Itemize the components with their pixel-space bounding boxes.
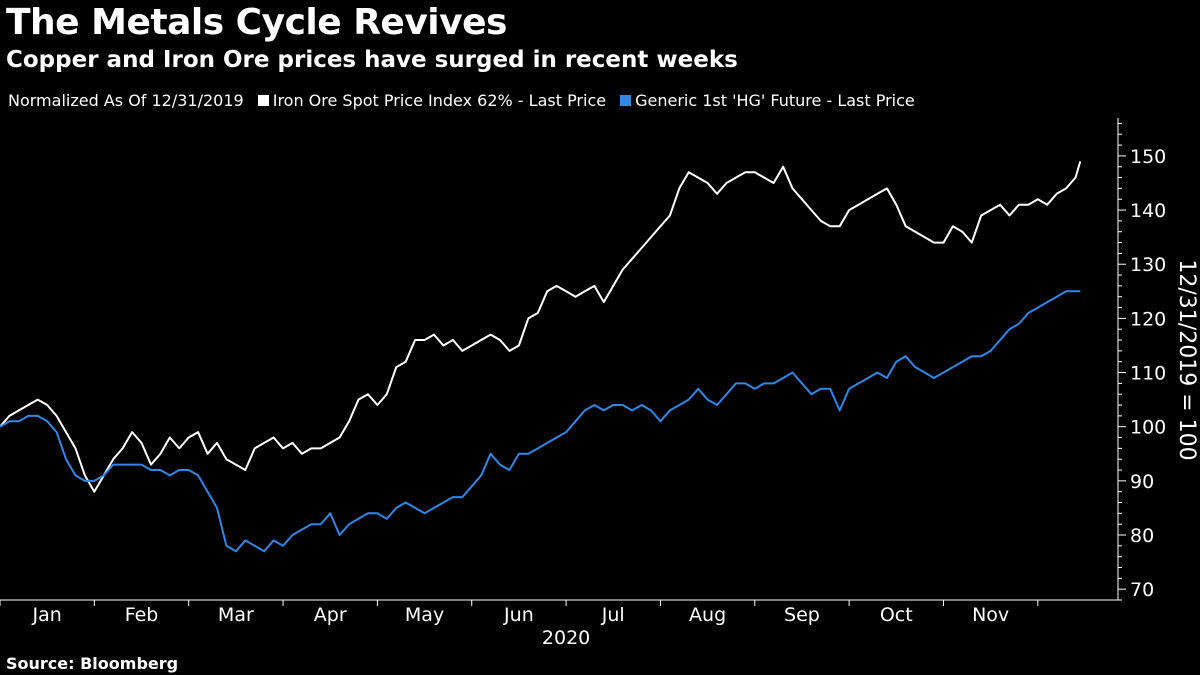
series-line-copper	[0, 290, 1081, 553]
x-year-label: 2020	[542, 627, 590, 649]
legend-swatch-copper	[620, 95, 632, 106]
x-tick-label: Jan	[32, 604, 62, 626]
x-tick-label: Nov	[972, 604, 1009, 626]
y-tick-label: 140	[1130, 200, 1166, 222]
series-line-iron-ore	[0, 161, 1082, 493]
legend-label-iron-ore: Iron Ore Spot Price Index 62% - Last Pri…	[272, 91, 607, 110]
x-tick-label: Jun	[503, 604, 534, 626]
source-note: Source: Bloomberg	[6, 654, 179, 673]
x-tick-label: May	[405, 604, 444, 626]
y-tick-label: 130	[1130, 254, 1166, 276]
x-tick-label: Apr	[314, 604, 347, 626]
x-tick-label: Feb	[125, 604, 159, 626]
x-tick-label: Jul	[601, 604, 625, 626]
legend: Normalized As Of 12/31/2019 Iron Ore Spo…	[8, 91, 929, 110]
legend-swatch-iron-ore	[257, 95, 269, 106]
chart-subtitle: Copper and Iron Ore prices have surged i…	[6, 47, 738, 73]
y-tick-label: 80	[1130, 525, 1154, 547]
chart-title: The Metals Cycle Revives	[6, 2, 507, 43]
y-tick-label: 100	[1130, 417, 1166, 439]
x-tick-label: Aug	[689, 604, 726, 626]
x-tick-label: Mar	[218, 604, 254, 626]
y-tick-label: 120	[1130, 308, 1166, 330]
legend-note: Normalized As Of 12/31/2019	[8, 91, 244, 110]
y-tick-label: 150	[1130, 146, 1166, 168]
x-tick-label: Sep	[784, 604, 820, 626]
y-tick-label: 90	[1130, 471, 1154, 493]
legend-label-copper: Generic 1st 'HG' Future - Last Price	[635, 91, 915, 110]
y-axis-title: 12/31/2019 = 100	[1174, 259, 1199, 460]
y-tick-label: 110	[1130, 363, 1166, 385]
x-tick-label: Oct	[880, 604, 913, 626]
legend-item-iron-ore: Iron Ore Spot Price Index 62% - Last Pri…	[257, 91, 607, 110]
legend-item-copper: Generic 1st 'HG' Future - Last Price	[620, 91, 915, 110]
y-tick-label: 70	[1130, 579, 1154, 601]
